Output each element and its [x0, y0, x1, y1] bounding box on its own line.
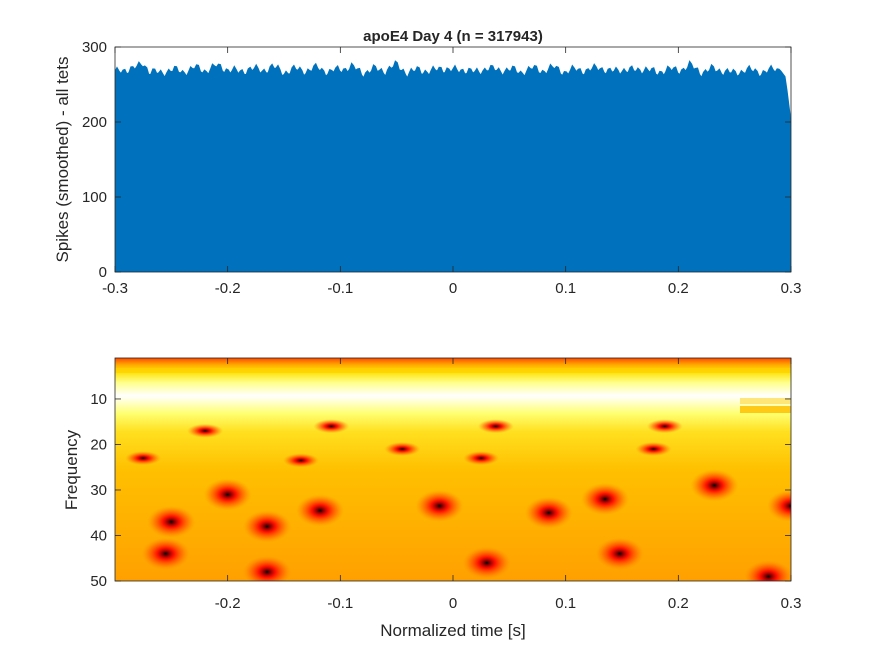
heatmap-low-power-spot [477, 419, 514, 434]
heatmap-low-power-spot [141, 537, 190, 570]
bottom-x-tick-label: -0.2 [215, 595, 241, 612]
heatmap-low-power-spot [581, 483, 630, 516]
heatmap-low-power-spot [415, 489, 464, 522]
spike-area [115, 60, 791, 272]
heatmap-band [115, 368, 791, 373]
heatmap-low-power-spot [296, 494, 345, 527]
top-x-tick-label: 0 [449, 280, 457, 297]
top-y-tick-label: 200 [82, 114, 107, 131]
top-y-tick-label: 300 [82, 39, 107, 56]
bottom-axes: -0.2 -0.1 0 0.1 0.2 0.3 10 20 30 40 50 Normalized… [62, 357, 802, 640]
heatmap-low-power-spot [646, 419, 683, 434]
heatmap-band [740, 398, 791, 404]
heatmap-low-power-spot [125, 451, 162, 466]
bottom-y-ticks: 10 20 30 40 50 [90, 391, 791, 590]
top-y-ticks: 0 100 200 300 [82, 39, 791, 281]
bottom-y-axis-label: Frequency [62, 429, 81, 510]
heatmap-low-power-spot [744, 560, 791, 581]
heatmap-low-power-spot [462, 546, 511, 579]
top-x-tick-label: 0.2 [668, 280, 689, 297]
bottom-x-tick-label: 0.2 [668, 595, 689, 612]
heatmap-low-power-spot [243, 510, 292, 543]
bottom-y-tick-label: 50 [90, 573, 107, 590]
heatmap-low-power-spot [767, 489, 791, 522]
bottom-x-tick-label: 0 [449, 595, 457, 612]
bottom-y-tick-label: 30 [90, 482, 107, 499]
heatmap-low-power-spot [595, 537, 644, 570]
top-x-ticks: -0.3 -0.2 -0.1 0 0.1 0.2 0.3 [102, 47, 801, 297]
top-x-tick-label: 0.3 [781, 280, 802, 297]
heatmap-spots [125, 419, 791, 581]
heatmap-low-power-spot [384, 442, 421, 457]
top-x-tick-label: -0.3 [102, 280, 128, 297]
heatmap-low-power-spot [313, 419, 350, 434]
top-x-tick-label: 0.1 [555, 280, 576, 297]
heatmap-low-power-spot [243, 555, 292, 581]
heatmap-low-power-spot [635, 442, 672, 457]
bottom-x-axis-label: Normalized time [s] [380, 621, 525, 640]
bottom-y-tick-label: 20 [90, 436, 107, 453]
heatmap-background [115, 358, 791, 581]
heatmap-low-power-spot [282, 453, 319, 468]
heatmap-low-power-spot [203, 478, 252, 511]
top-y-tick-label: 0 [99, 264, 107, 281]
heatmap-band [740, 406, 791, 413]
top-y-tick-label: 100 [82, 189, 107, 206]
heatmap-low-power-spot [463, 451, 500, 466]
heatmap-low-power-spot [524, 496, 573, 529]
top-axes: -0.3 -0.2 -0.1 0 0.1 0.2 0.3 0 100 200 300 apoE4 … [53, 28, 801, 297]
bottom-y-tick-label: 10 [90, 391, 107, 408]
bottom-x-tick-label: -0.1 [327, 595, 353, 612]
bottom-y-tick-label: 40 [90, 527, 107, 544]
top-chart-title: apoE4 Day 4 (n = 317943) [363, 28, 543, 45]
top-y-axis-label: Spikes (smoothed) - all tets [53, 57, 72, 263]
bottom-x-ticks: -0.2 -0.1 0 0.1 0.2 0.3 [215, 358, 802, 612]
bottom-x-tick-label: 0.3 [781, 595, 802, 612]
top-x-tick-label: -0.1 [327, 280, 353, 297]
heatmap-low-power-spot [690, 469, 739, 502]
heatmap-low-power-spot [187, 423, 224, 438]
bottom-x-tick-label: 0.1 [555, 595, 576, 612]
heatmap-low-power-spot [147, 505, 196, 538]
top-x-tick-label: -0.2 [215, 280, 241, 297]
